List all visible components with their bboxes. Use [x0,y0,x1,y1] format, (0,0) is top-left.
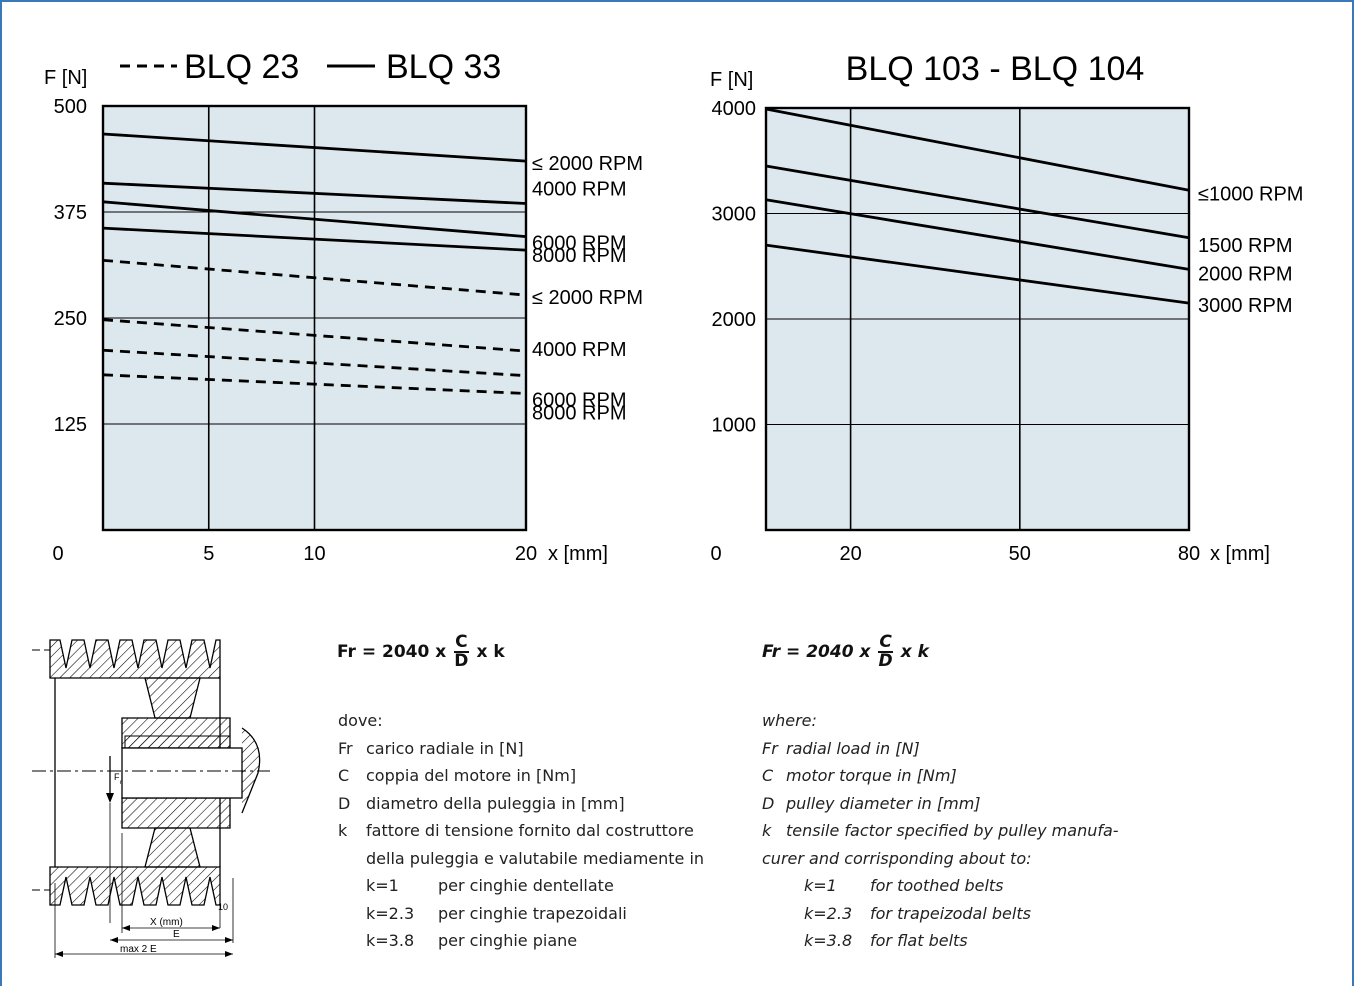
formula-suffix: x k [894,642,929,662]
series-line [102,348,527,378]
x-tick-label: 20 [839,543,861,565]
k-value-row: k=1 for toothed belts [804,876,1004,895]
series-label: 6000 RPM [532,233,627,255]
series-line [765,198,1190,271]
series-line [102,318,527,353]
diagram-e-label: E [173,929,180,940]
x-tick-label: 10 [303,543,325,565]
diagram-fr-sub: r [120,780,122,786]
series-line [102,181,527,205]
y-tick-label: 1000 [712,415,757,437]
series-line [765,164,1190,240]
series-line [102,132,527,163]
series-line [102,226,527,252]
k-value-row: k=3.8 per cinghie piane [366,931,578,950]
y-tick-label: 500 [54,96,87,118]
y-tick-label: 3000 [712,204,757,226]
x-tick-label: 20 [515,543,537,565]
diagram-x-label: X (mm) [150,917,183,928]
series-line [765,107,1190,192]
definition-row: Fr radial load in [N] [762,738,920,758]
series-line [102,373,527,395]
y-tick-label: 250 [54,308,87,330]
legend-label-blq33: BLQ 33 [386,48,501,86]
series-line [102,200,527,238]
series-label: ≤1000 RPM [1198,183,1303,205]
k-value-row: k=2.3 per cinghie trapezoidali [366,903,627,923]
definition-row: k tensile factor specified by pulley manu… [762,821,1119,840]
series-label: ≤ 2000 RPM [532,287,643,309]
diagram-max-label: max 2 E [120,944,157,955]
y-axis-label: F [N] [44,67,87,89]
formula-suffix: x k [470,642,505,662]
k-value-row: k=2.3 for trapeizodal belts [804,903,1031,923]
plot-frame [101,104,528,532]
pulley-diagram: F r X (mm) E max 2 E 10 [32,639,270,958]
definition-row: Fr carico radiale in [N] [338,738,524,758]
x-tick-label: 80 [1178,543,1200,565]
series-label: 3000 RPM [1198,295,1293,317]
definition-continuation: della puleggia e valutabile mediamente i… [366,848,705,868]
diagram-ten-label: 10 [218,902,228,912]
x-axis-label: x [mm] [548,543,608,565]
x-axis-label: x [mm] [1210,543,1270,565]
series-label: ≤ 2000 RPM [532,153,643,175]
series-label: 8000 RPM [532,245,627,267]
series-label: 2000 RPM [1198,263,1293,285]
chart-title: BLQ 103 - BLQ 104 [846,50,1145,88]
chart-blq103-blq104: ≤1000 RPM 1500 RPM 2000 RPM 3000 RPM 4000 300… [710,50,1303,565]
y-tick-label: 125 [54,414,87,436]
y-axis-label: F [N] [710,69,753,91]
intro: dove: [338,711,383,730]
origin-label: 0 [52,543,63,565]
intro: where: [762,711,817,730]
definition-row: k fattore di tensione fornito dal costrut… [338,821,694,840]
x-tick-label: 5 [203,543,214,565]
formula-denominator: D [454,651,469,671]
legend-label-blq23: BLQ 23 [184,48,299,86]
formula-prefix: Fr = 2040 x [762,642,877,662]
definition-continuation: curer and corrisponding about to: [762,848,1032,868]
x-tick-label: 50 [1009,543,1031,565]
formula-numerator: C [454,632,469,653]
series-label: 4000 RPM [532,179,627,201]
diagram-fr-label: F [114,772,120,782]
series-line [102,258,527,297]
formula-prefix: Fr = 2040 x [337,642,453,662]
y-tick-label: 4000 [712,98,757,120]
y-tick-label: 375 [54,202,87,224]
series-label: 1500 RPM [1198,235,1293,257]
formula-numerator: C [878,632,893,653]
series-label: 6000 RPM [532,390,627,412]
series-label: 4000 RPM [532,339,627,361]
series-line [765,243,1190,305]
k-value-row: k=3.8 for flat belts [804,931,968,950]
formula-denominator: D [878,651,893,671]
k-value-row: k=1 per cinghie dentellate [366,876,614,895]
plot-frame [764,106,1191,532]
series-label: 8000 RPM [532,402,627,424]
origin-label: 0 [710,543,721,565]
y-tick-label: 2000 [712,309,757,331]
